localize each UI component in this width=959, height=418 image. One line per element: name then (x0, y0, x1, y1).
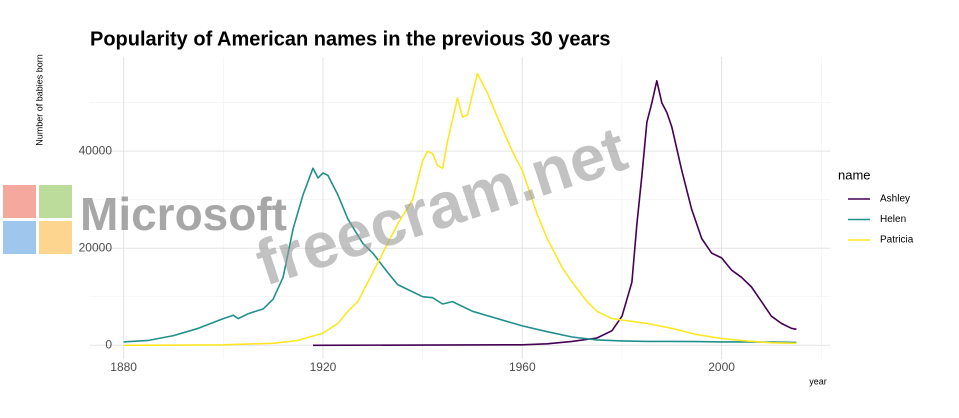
line (123, 72, 797, 347)
line (312, 80, 797, 347)
logo-square (3, 221, 36, 254)
x-tick-label: 1880 (110, 360, 137, 374)
y-tick-label: 40000 (79, 143, 113, 157)
line (123, 167, 797, 344)
chart-title: Popularity of American names in the prev… (90, 28, 611, 50)
plot (123, 72, 797, 347)
legend-label: Patricia (880, 235, 914, 246)
legend: Ashley Helen Patricia (848, 194, 914, 246)
y-tick-label: 20000 (79, 240, 113, 254)
watermark-logo: Microsoft (80, 188, 287, 240)
logo-square (39, 185, 72, 218)
legend-title: name (838, 167, 871, 182)
watermark: Microsoft freecram.net (3, 112, 635, 299)
y-tick-label: 0 (105, 337, 112, 351)
watermark-site: freecram.net (247, 112, 635, 299)
x-tick-label: 1920 (310, 360, 337, 374)
logo-square (3, 185, 36, 218)
legend-label: Ashley (880, 194, 910, 205)
legend-label: Helen (880, 214, 906, 225)
logo-square (39, 221, 72, 254)
x-tick-label: 1960 (509, 360, 536, 374)
y-axis-label: Number of babies born (34, 54, 44, 146)
x-axis-label: year (809, 376, 827, 386)
x-tick-label: 2000 (708, 360, 735, 374)
